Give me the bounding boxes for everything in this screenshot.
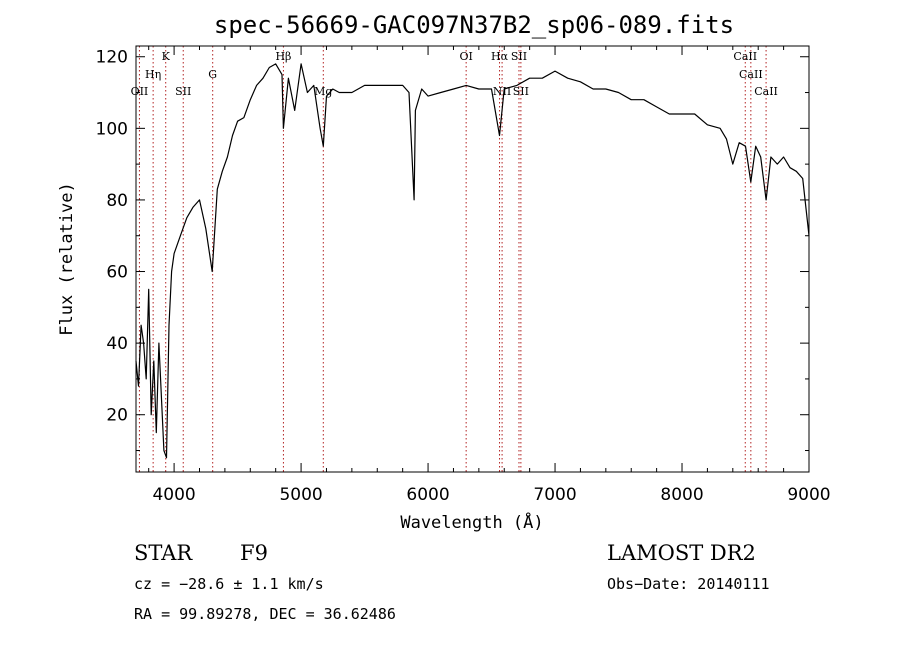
line-label: Hα <box>491 50 509 63</box>
y-tick-label: 60 <box>106 263 128 283</box>
y-tick-label: 100 <box>96 119 128 139</box>
y-tick-label: 120 <box>96 48 128 68</box>
line-label: SII <box>175 85 191 98</box>
object-subclass: F9 <box>240 541 268 565</box>
line-label: Mg <box>314 85 332 98</box>
chart-title: spec-56669-GAC097N37B2_sp06-089.fits <box>214 11 734 39</box>
y-axis-ticks: 20 40 60 80 100 120 <box>96 48 809 452</box>
x-axis-label: Wavelength (Å) <box>400 511 543 533</box>
spectrum-line <box>135 63 810 459</box>
coordinates: RA = 99.89278, DEC = 36.62486 <box>134 605 396 623</box>
line-label: K <box>162 50 171 63</box>
redshift-info: cz = −28.6 ± 1.1 km/s <box>134 575 324 593</box>
line-label: SII <box>513 85 529 98</box>
y-tick-label: 20 <box>106 406 128 426</box>
line-label: CaII <box>733 50 757 63</box>
observation-date: Obs−Date: 20140111 <box>607 575 770 593</box>
line-label: CaII <box>754 85 778 98</box>
x-axis-ticks: 4000 5000 6000 7000 8000 9000 <box>148 46 831 505</box>
x-tick-label: 5000 <box>279 485 322 505</box>
object-class: STAR <box>134 541 193 565</box>
line-label: CaII <box>739 68 763 81</box>
y-axis-label: Flux (relative) <box>57 182 77 336</box>
line-label: NII <box>493 85 511 98</box>
plot-frame <box>135 45 810 473</box>
line-label: OII <box>131 85 149 98</box>
x-tick-label: 4000 <box>152 485 195 505</box>
x-tick-label: 7000 <box>533 485 576 505</box>
spectrum-series-layer <box>135 63 810 459</box>
line-label: Hη <box>145 68 161 81</box>
x-tick-label: 6000 <box>406 485 449 505</box>
x-tick-label: 8000 <box>660 485 703 505</box>
line-label: OI <box>459 50 472 63</box>
y-tick-label: 40 <box>106 334 128 354</box>
spectral-line-markers <box>138 46 767 472</box>
line-label: G <box>208 68 217 81</box>
y-tick-label: 80 <box>106 191 128 211</box>
line-label: SII <box>511 50 527 63</box>
survey-name: LAMOST DR2 <box>607 541 756 565</box>
line-label: Hβ <box>275 50 291 63</box>
x-tick-label: 9000 <box>787 485 830 505</box>
